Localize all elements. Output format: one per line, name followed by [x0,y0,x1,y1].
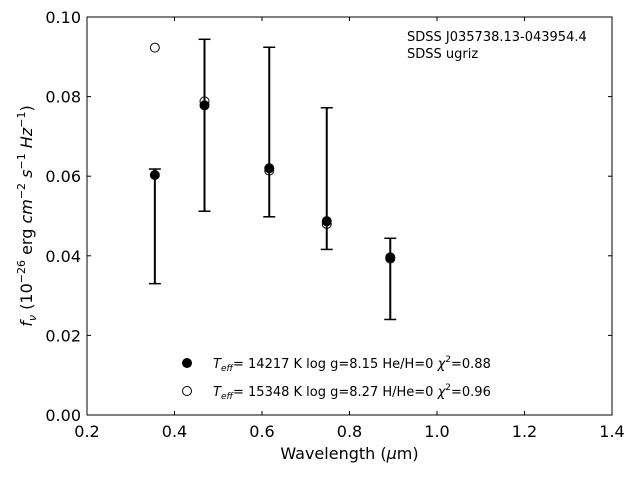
y-tick-label: 0.06 [45,167,81,186]
data-points [149,42,396,264]
legend: Teff= 14217 K log g=8.15 He/H=0 χ2=0.88 … [182,355,491,402]
error-bars [148,38,397,321]
y-axis-label: fν (10−26 erg cm−2 s−1 Hz−1) [15,105,39,326]
model-point-open [199,96,210,107]
x-tick-label: 0.4 [162,422,187,441]
x-tick-label: 0.2 [74,422,99,441]
error-bar [263,46,276,218]
error-bar [148,168,161,285]
legend-marker-filled [182,358,192,368]
x-tick-label: 1.0 [424,422,449,441]
model-point-open [149,42,160,53]
model-point-open [264,165,275,176]
axis-ticks: 0.2 0.4 0.6 0.8 1.0 1.2 1.4 0.00 0.02 0.04 0.06 0.0… [45,8,624,441]
y-tick-label: 0.10 [45,8,81,27]
model-point-filled [264,163,275,174]
model-point-open [321,218,332,229]
model-point-filled [149,170,160,181]
y-tick-label: 0.02 [45,326,81,345]
annotation-filter-system: SDSS ugriz [407,47,478,62]
annotation-object-name: SDSS J035738.13-043954.4 [407,30,587,45]
y-tick-label: 0.00 [45,406,81,425]
x-axis-label: Wavelength (μm) [280,444,418,463]
x-tick-label: 1.4 [599,422,624,441]
x-tick-label: 0.6 [249,422,274,441]
legend-label-db-model: Teff= 15348 K log g=8.27 H/He=0 χ2=0.96 [213,383,491,402]
error-bar [384,237,397,321]
model-point-open [385,253,396,264]
error-bar [198,38,211,212]
model-point-filled [199,100,210,111]
y-tick-label: 0.08 [45,88,81,107]
plot-area-frame [86,16,613,416]
legend-label-da-model: Teff= 14217 K log g=8.15 He/H=0 χ2=0.88 [213,355,491,374]
y-tick-label: 0.04 [45,247,81,266]
legend-marker-open [182,386,192,396]
model-point-filled [321,216,332,227]
x-tick-label: 1.2 [512,422,537,441]
x-tick-label: 0.8 [337,422,362,441]
